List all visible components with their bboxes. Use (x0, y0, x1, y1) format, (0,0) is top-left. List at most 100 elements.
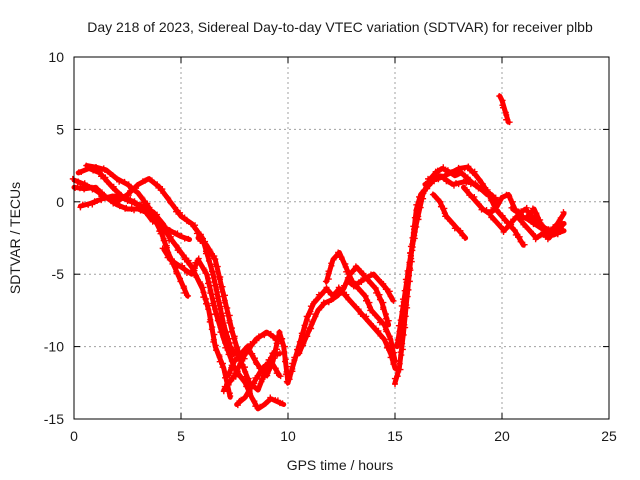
data-point (163, 249, 170, 256)
data-point (511, 227, 518, 234)
data-point (467, 167, 474, 174)
data-point (192, 226, 199, 233)
data-point (271, 355, 278, 362)
data-point (209, 295, 216, 302)
data-point (124, 197, 131, 204)
data-point (197, 280, 204, 287)
data-point (448, 169, 455, 176)
data-point (224, 372, 231, 379)
data-point (420, 187, 427, 194)
data-point (161, 224, 168, 231)
data-point (215, 293, 222, 300)
data-point (484, 186, 491, 193)
data-point (143, 204, 150, 211)
data-point (220, 388, 227, 395)
data-point (476, 176, 483, 183)
data-point (241, 394, 248, 401)
data-point (318, 304, 325, 311)
data-point (98, 173, 105, 180)
data-point (81, 180, 88, 187)
data-point (284, 363, 291, 370)
data-point (386, 288, 393, 295)
data-point (214, 268, 221, 275)
series-track-line (77, 193, 173, 242)
data-point (499, 104, 506, 111)
data-point (255, 333, 262, 340)
data-point (183, 218, 190, 225)
data-point (122, 205, 129, 212)
data-point (517, 238, 524, 245)
data-point (101, 166, 108, 173)
data-point (343, 268, 350, 275)
data-point (202, 270, 209, 276)
series-satellite-track-18 (429, 191, 469, 241)
series-satellite-track-20 (488, 213, 567, 243)
data-point (477, 177, 483, 184)
series-satellite-track-10 (220, 329, 281, 395)
series-satellite-track-9 (234, 358, 284, 409)
data-point (109, 172, 116, 179)
data-point (241, 352, 248, 359)
data-point (506, 193, 513, 200)
data-point (512, 231, 519, 238)
data-point (479, 180, 486, 187)
data-point (173, 270, 180, 277)
data-point (367, 307, 374, 314)
data-point (417, 198, 424, 205)
data-point (142, 177, 149, 184)
data-point (167, 255, 174, 262)
data-point (76, 185, 83, 192)
data-point (313, 296, 320, 303)
data-point (262, 330, 269, 337)
y-tick-label: 0 (56, 194, 64, 210)
data-point (409, 241, 416, 248)
data-point (164, 194, 171, 201)
data-point (300, 335, 307, 342)
data-point (404, 284, 411, 291)
data-point (123, 204, 130, 211)
data-point (191, 265, 198, 272)
data-point (177, 278, 184, 285)
data-point (455, 181, 462, 188)
data-point (267, 330, 274, 337)
data-point (539, 224, 546, 231)
data-point (516, 233, 523, 240)
data-point (362, 274, 369, 281)
data-point (258, 365, 265, 372)
data-point (207, 290, 214, 297)
data-point (357, 311, 364, 318)
data-point (312, 311, 319, 318)
data-point (529, 205, 536, 212)
data-point (333, 292, 340, 299)
data-point (152, 218, 159, 225)
data-point (94, 197, 101, 204)
data-point (449, 220, 456, 227)
y-tick-label: -10 (44, 339, 64, 355)
data-point (173, 243, 180, 250)
data-point (219, 364, 226, 371)
data-point (465, 163, 472, 170)
data-point (131, 199, 138, 206)
data-point (282, 358, 289, 365)
data-point (303, 313, 310, 320)
data-point (165, 195, 172, 202)
data-point (148, 177, 155, 184)
data-point (335, 249, 342, 256)
data-point (338, 289, 345, 296)
series-satellite-track-3 (83, 162, 192, 299)
data-point (89, 201, 96, 208)
data-point (221, 383, 228, 390)
data-point (402, 293, 409, 300)
data-point (139, 195, 146, 202)
data-point (160, 190, 167, 197)
data-point (557, 214, 564, 221)
data-point (544, 236, 551, 243)
data-point (397, 366, 404, 373)
data-point (181, 289, 188, 296)
data-point (414, 207, 421, 214)
data-point (219, 288, 226, 295)
data-point (185, 257, 192, 264)
data-point (488, 207, 495, 214)
data-point (500, 228, 507, 235)
data-point (221, 299, 228, 306)
